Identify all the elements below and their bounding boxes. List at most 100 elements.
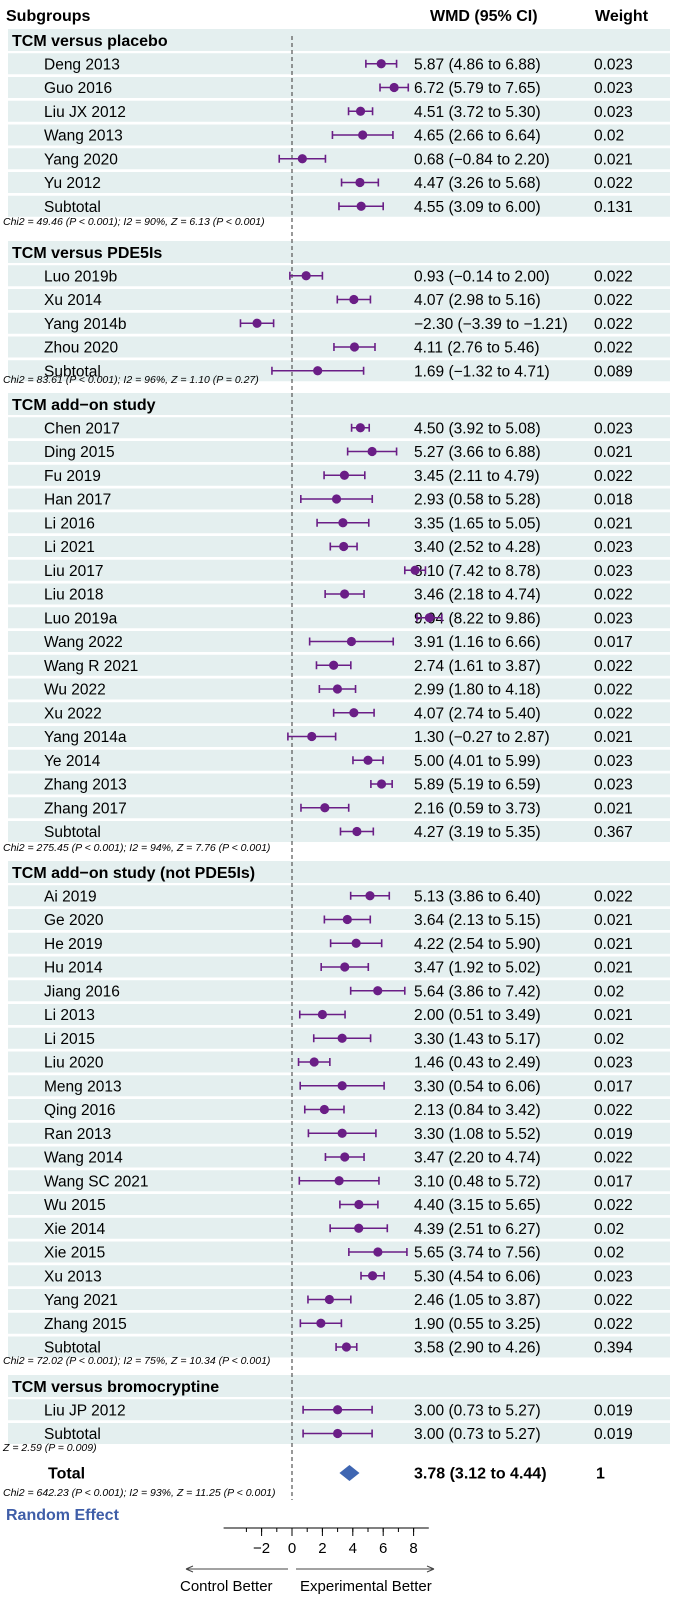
ci-text: 3.40 (2.52 to 4.28) [414, 539, 541, 556]
point-estimate [351, 938, 361, 948]
study-row: Luo 2019a 9.04 (8.22 to 9.86) 0.023 [44, 610, 633, 627]
ci-text: 2.99 (1.80 to 4.18) [414, 682, 541, 699]
point-estimate [365, 891, 375, 901]
group-header-band [8, 241, 670, 263]
group-header-band [8, 1375, 670, 1397]
weight-text: 0.022 [594, 705, 633, 722]
ci-text: 2.93 (0.58 to 5.28) [414, 492, 541, 509]
point-estimate [424, 613, 435, 623]
weight-text: 0.023 [594, 420, 633, 437]
point-estimate [355, 177, 365, 188]
study-row: Ding 2015 5.27 (3.66 to 6.88) 0.021 [44, 444, 633, 461]
study-label: Yang 2014a [44, 729, 127, 746]
ci-text: 1.90 (0.55 to 3.25) [414, 1316, 541, 1333]
point-estimate [341, 1342, 352, 1352]
ci-text: 4.47 (3.26 to 5.68) [414, 175, 541, 192]
study-row: Wang 2013 4.65 (2.66 to 6.64) 0.02 [44, 128, 624, 145]
study-label: Xie 2015 [44, 1245, 105, 1262]
point-estimate [367, 1271, 378, 1281]
study-row: He 2019 4.22 (2.54 to 5.90) 0.021 [44, 936, 633, 953]
study-label: Wang 2014 [44, 1150, 123, 1167]
study-label: Xu 2013 [44, 1268, 102, 1285]
study-label: Yang 2020 [44, 151, 118, 168]
point-estimate [307, 731, 317, 742]
x-tick-label: 6 [379, 1540, 387, 1557]
study-label: Jiang 2016 [44, 983, 120, 1000]
study-label: Wang SC 2021 [44, 1173, 149, 1190]
ci-text: 1.30 (−0.27 to 2.87) [414, 729, 550, 746]
ci-text: 9.04 (8.22 to 9.86) [414, 610, 541, 627]
study-row: Qing 2016 2.13 (0.84 to 3.42) 0.022 [44, 1102, 633, 1119]
weight-text: 0.022 [594, 1150, 633, 1167]
subtotal-row: Subtotal 3.00 (0.73 to 5.27) 0.019 [44, 1426, 633, 1443]
study-row: Liu 2020 1.46 (0.43 to 2.49) 0.023 [44, 1055, 633, 1072]
study-row-band [8, 312, 670, 334]
study-row: Hu 2014 3.47 (1.92 to 5.02) 0.021 [44, 960, 633, 977]
study-row: Xu 2022 4.07 (2.74 to 5.40) 0.022 [44, 705, 633, 722]
point-estimate [324, 1294, 334, 1305]
study-row-band [8, 77, 670, 98]
ci-text: 2.00 (0.51 to 3.49) [414, 1007, 541, 1024]
study-label: Zhang 2017 [44, 800, 127, 817]
study-row-band [8, 1265, 670, 1287]
weight-text: 0.018 [594, 492, 633, 509]
study-row-band [8, 172, 670, 193]
weight-text: 0.019 [594, 1126, 633, 1143]
study-row: Chen 2017 4.50 (3.92 to 5.08) 0.023 [44, 420, 633, 437]
group-title: TCM versus PDE5Is [12, 245, 162, 262]
point-estimate [337, 1033, 347, 1043]
weight-text: 0.022 [594, 658, 633, 675]
study-row: Wang 2014 3.47 (2.20 to 4.74) 0.022 [44, 1150, 633, 1167]
point-estimate [340, 1152, 350, 1162]
point-estimate [337, 1128, 347, 1138]
study-row: Yang 2014b −2.30 (−3.39 to −1.21) 0.022 [44, 316, 633, 333]
study-row-band [8, 441, 670, 462]
weight-text: 0.394 [594, 1340, 633, 1357]
heterogeneity-stat: Chi2 = 275.45 (P < 0.001); I2 = 94%, Z =… [3, 842, 270, 854]
study-label: Ye 2014 [44, 753, 101, 770]
point-estimate [333, 1428, 343, 1439]
weight-text: 0.02 [594, 1031, 624, 1048]
study-label: Qing 2016 [44, 1102, 116, 1119]
weight-text: 0.02 [594, 1221, 624, 1238]
header-subgroups: Subgroups [6, 8, 91, 25]
study-row-band [8, 1241, 670, 1263]
study-row-band [8, 1194, 670, 1215]
study-label: Zhang 2013 [44, 777, 127, 794]
study-row: Meng 2013 3.30 (0.54 to 6.06) 0.017 [44, 1078, 633, 1095]
weight-text: 0.022 [594, 888, 633, 905]
ci-text: 3.30 (1.43 to 5.17) [414, 1031, 541, 1048]
study-row-band [8, 265, 670, 287]
ci-text: 3.35 (1.65 to 5.05) [414, 515, 541, 532]
ci-text: 5.27 (3.66 to 6.88) [414, 444, 541, 461]
study-row: Xu 2013 5.30 (4.54 to 6.06) 0.023 [44, 1268, 633, 1285]
study-label: Ding 2015 [44, 444, 115, 461]
study-row: Ye 2014 5.00 (4.01 to 5.99) 0.023 [44, 753, 633, 770]
study-label: Ran 2013 [44, 1126, 111, 1143]
study-label: Wang 2013 [44, 128, 123, 145]
weight-text: 0.021 [594, 151, 633, 168]
point-estimate [340, 962, 350, 972]
study-label: Xu 2022 [44, 705, 102, 722]
ci-text: 1.46 (0.43 to 2.49) [414, 1055, 541, 1072]
study-row: Wang SC 2021 3.10 (0.48 to 5.72) 0.017 [44, 1173, 633, 1190]
ci-text: 3.45 (2.11 to 4.79) [414, 468, 540, 485]
study-label: Luo 2019a [44, 610, 118, 627]
study-row-band [8, 749, 670, 771]
ci-text: 4.50 (3.92 to 5.08) [414, 420, 541, 437]
study-label: Subtotal [44, 199, 101, 216]
point-estimate [339, 470, 350, 480]
study-label: Yang 2021 [44, 1292, 118, 1309]
point-estimate [332, 684, 343, 694]
study-row: Li 2015 3.30 (1.43 to 5.17) 0.02 [44, 1031, 624, 1048]
ci-text: 4.07 (2.74 to 5.40) [414, 705, 541, 722]
study-label: Ge 2020 [44, 912, 104, 929]
point-estimate [331, 494, 342, 504]
study-row-band [8, 821, 670, 842]
study-label: Li 2013 [44, 1007, 95, 1024]
total-diamond [339, 1465, 360, 1481]
ci-text: 4.39 (2.51 to 6.27) [414, 1221, 541, 1238]
study-label: Wang 2022 [44, 634, 123, 651]
point-estimate [355, 106, 366, 116]
weight-text: 0.021 [594, 729, 633, 746]
